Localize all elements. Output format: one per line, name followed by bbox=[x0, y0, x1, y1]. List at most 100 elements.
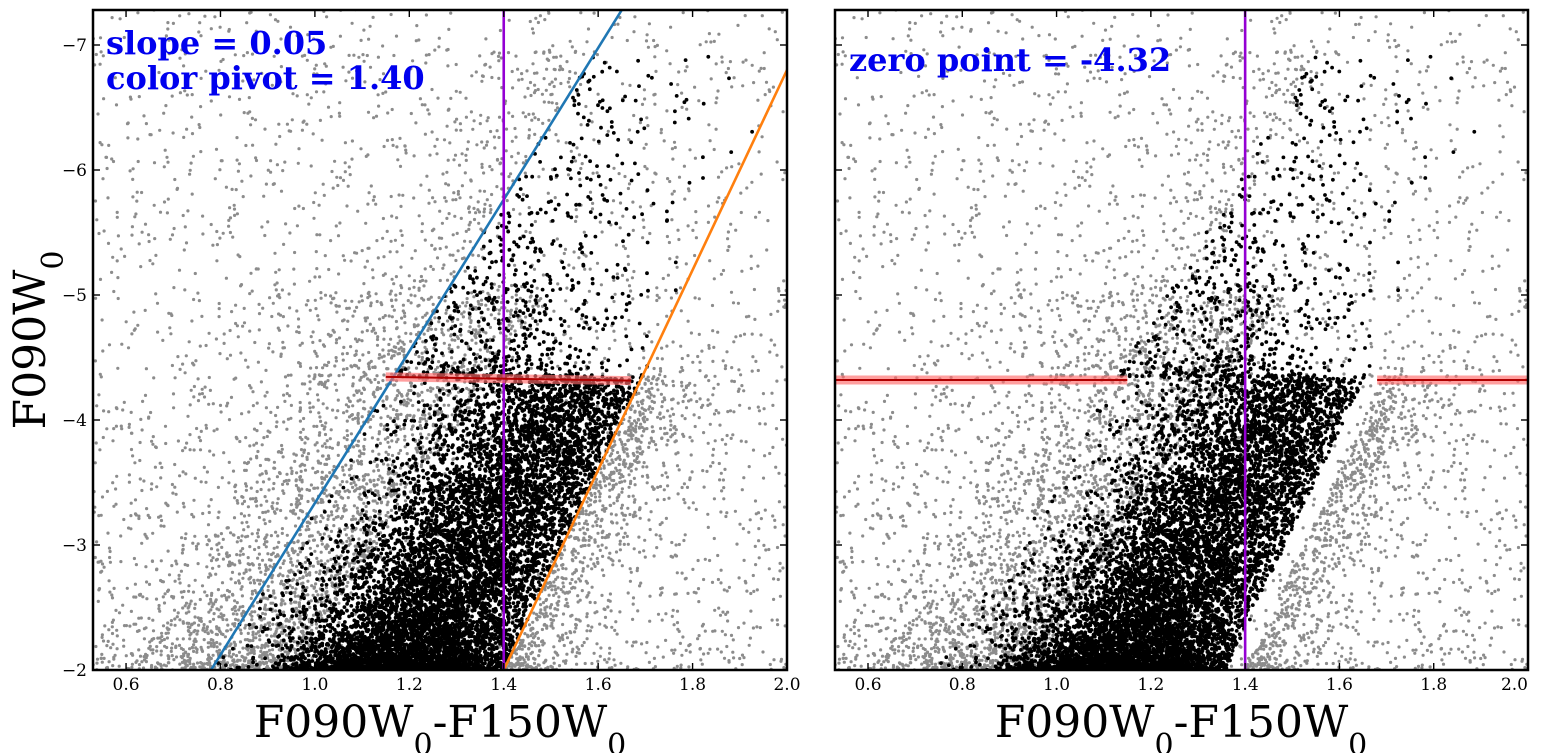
star-point bbox=[170, 642, 174, 646]
star-point bbox=[318, 569, 322, 573]
star-point bbox=[693, 253, 697, 258]
star-point bbox=[362, 28, 366, 32]
star-point bbox=[425, 436, 429, 440]
star-point bbox=[416, 408, 420, 412]
star-point bbox=[375, 343, 380, 347]
star-point bbox=[652, 554, 656, 558]
star-point bbox=[641, 236, 645, 240]
star-point bbox=[482, 210, 486, 214]
star-point bbox=[492, 335, 496, 339]
star-point bbox=[260, 225, 264, 229]
star-point bbox=[507, 323, 511, 327]
star-point bbox=[631, 596, 636, 600]
star-point bbox=[222, 341, 226, 345]
star-point bbox=[530, 640, 534, 644]
star-point bbox=[329, 333, 333, 337]
star-point bbox=[485, 119, 489, 123]
star-point bbox=[625, 522, 629, 526]
star-point bbox=[281, 455, 285, 459]
star-point bbox=[447, 27, 451, 31]
star-point bbox=[554, 591, 558, 595]
star-point bbox=[480, 79, 484, 83]
star-point bbox=[117, 664, 121, 668]
star-point bbox=[668, 414, 672, 418]
star-point bbox=[738, 656, 742, 661]
star-point bbox=[315, 267, 319, 271]
star-point bbox=[350, 139, 354, 143]
star-point bbox=[648, 594, 652, 598]
star-point bbox=[647, 407, 651, 411]
star-point bbox=[612, 501, 616, 505]
star-point bbox=[226, 401, 230, 405]
star-point bbox=[598, 483, 602, 487]
star-point bbox=[405, 452, 409, 456]
star-point bbox=[656, 485, 660, 489]
star-point bbox=[765, 248, 769, 252]
star-point bbox=[561, 633, 565, 637]
star-point bbox=[288, 231, 292, 235]
star-point bbox=[599, 646, 603, 650]
star-point bbox=[660, 473, 664, 477]
star-point bbox=[454, 258, 458, 263]
star-point bbox=[763, 422, 767, 426]
star-point bbox=[296, 317, 301, 321]
star-point bbox=[570, 650, 574, 654]
star-point bbox=[287, 478, 291, 482]
star-point bbox=[587, 289, 592, 293]
star-point bbox=[417, 355, 421, 359]
star-point bbox=[518, 296, 522, 300]
star-point bbox=[454, 89, 458, 93]
star-point bbox=[538, 648, 542, 653]
star-point bbox=[697, 99, 701, 103]
star-point bbox=[600, 543, 604, 547]
star-point bbox=[269, 552, 274, 557]
star-point bbox=[643, 97, 647, 101]
star-point bbox=[550, 621, 554, 625]
star-point bbox=[661, 276, 665, 281]
star-point bbox=[166, 631, 170, 635]
star-point bbox=[135, 629, 140, 634]
star-point bbox=[482, 214, 486, 218]
star-point bbox=[360, 391, 364, 395]
star-point bbox=[565, 601, 569, 605]
star-point bbox=[527, 206, 531, 210]
star-point bbox=[490, 75, 494, 80]
star-point bbox=[217, 301, 221, 306]
star-point bbox=[299, 469, 303, 473]
star-point bbox=[266, 588, 270, 593]
star-point bbox=[308, 410, 313, 414]
star-point bbox=[551, 656, 556, 660]
star-point bbox=[665, 49, 669, 53]
star-point bbox=[627, 182, 632, 186]
star-point bbox=[420, 222, 424, 226]
star-point bbox=[214, 147, 219, 151]
star-point bbox=[358, 492, 362, 496]
star-point bbox=[257, 312, 262, 316]
star-point bbox=[736, 389, 741, 393]
star-point bbox=[457, 163, 462, 167]
star-point bbox=[273, 283, 277, 287]
star-point bbox=[652, 366, 656, 371]
star-point bbox=[313, 67, 317, 71]
star-point bbox=[265, 633, 269, 637]
star-point bbox=[665, 443, 669, 447]
star-point bbox=[572, 250, 576, 254]
star-point bbox=[749, 591, 753, 596]
star-point bbox=[469, 320, 473, 325]
star-point bbox=[761, 392, 766, 396]
star-point bbox=[412, 154, 416, 158]
star-point bbox=[277, 268, 281, 272]
star-point bbox=[370, 329, 374, 333]
star-point bbox=[554, 577, 558, 582]
star-point bbox=[637, 535, 641, 539]
star-point bbox=[295, 579, 299, 583]
star-point bbox=[611, 559, 615, 563]
star-point bbox=[98, 372, 102, 376]
star-point bbox=[236, 536, 241, 540]
star-point bbox=[480, 140, 484, 144]
star-point bbox=[609, 609, 613, 613]
star-point bbox=[280, 443, 284, 448]
star-point bbox=[205, 565, 209, 569]
star-point bbox=[687, 506, 691, 510]
star-point bbox=[225, 551, 229, 555]
